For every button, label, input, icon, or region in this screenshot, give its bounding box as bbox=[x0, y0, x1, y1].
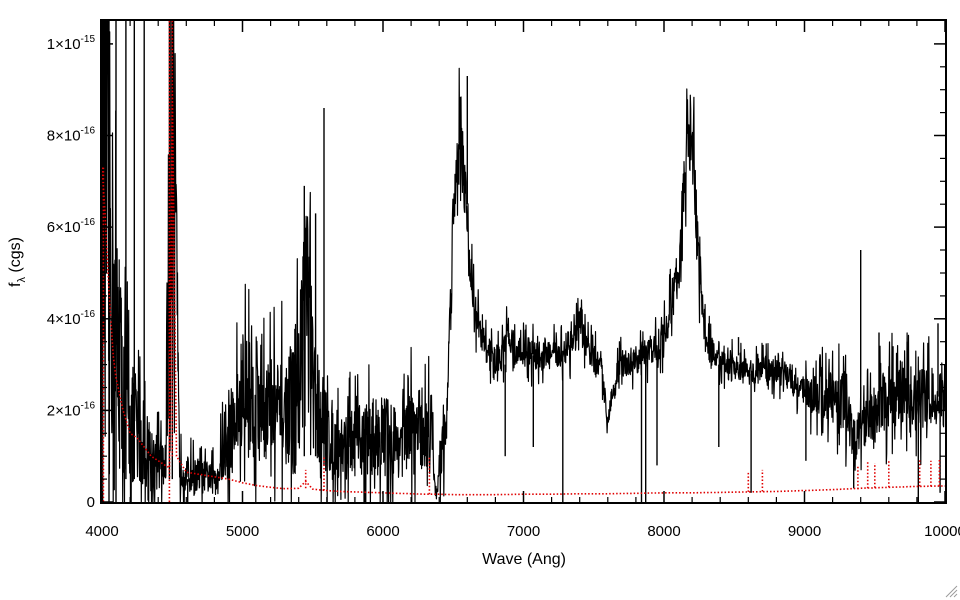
y-tick-label-0: 0 bbox=[87, 494, 95, 511]
x-tick-label-4: 8000 bbox=[647, 523, 680, 540]
series-0 bbox=[101, 20, 946, 503]
ticks-layer bbox=[101, 20, 946, 503]
y-axis-label-subscript: λ bbox=[16, 277, 28, 283]
x-tick-label-5: 9000 bbox=[788, 523, 821, 540]
labels-layer: 4000500060007000800090001000002×10-164×1… bbox=[47, 34, 960, 540]
y-axis-label-base: f bbox=[7, 282, 24, 287]
y-tick-label-2-mantissa: 4×10 bbox=[47, 311, 81, 328]
y-tick-label-1-exponent: -16 bbox=[81, 400, 96, 411]
x-tick-label-0: 4000 bbox=[85, 523, 118, 540]
y-axis-label: fλ (cgs) bbox=[7, 237, 28, 287]
series-0-line bbox=[101, 20, 946, 503]
x-tick-label-3: 7000 bbox=[507, 523, 540, 540]
y-tick-label-2: 4×10-16 bbox=[47, 309, 96, 328]
series-1-line bbox=[101, 88, 946, 496]
x-tick-label-1: 5000 bbox=[226, 523, 259, 540]
series-1 bbox=[101, 21, 946, 502]
y-tick-label-3-exponent: -16 bbox=[81, 217, 96, 228]
y-tick-label-4-mantissa: 8×10 bbox=[47, 128, 81, 145]
y-tick-label-4: 8×10-16 bbox=[47, 126, 96, 145]
y-tick-label-5-mantissa: 1×10 bbox=[47, 36, 81, 53]
x-axis-label: Wave (Ang) bbox=[482, 551, 566, 568]
resize-grip-icon[interactable] bbox=[944, 584, 958, 598]
y-tick-label-4-exponent: -16 bbox=[81, 126, 96, 137]
y-tick-label-3-mantissa: 6×10 bbox=[47, 219, 81, 236]
y-axis-label-unit: (cgs) bbox=[7, 237, 24, 277]
y-tick-label-1-mantissa: 2×10 bbox=[47, 402, 81, 419]
y-tick-label-0-mantissa: 0 bbox=[87, 494, 95, 511]
y-tick-label-5: 1×10-15 bbox=[47, 34, 96, 53]
y-tick-label-5-exponent: -15 bbox=[81, 34, 96, 45]
series-layer bbox=[101, 20, 946, 503]
y-tick-label-1: 2×10-16 bbox=[47, 400, 96, 419]
y-tick-label-3: 6×10-16 bbox=[47, 217, 96, 236]
y-tick-label-2-exponent: -16 bbox=[81, 309, 96, 320]
x-tick-label-2: 6000 bbox=[366, 523, 399, 540]
